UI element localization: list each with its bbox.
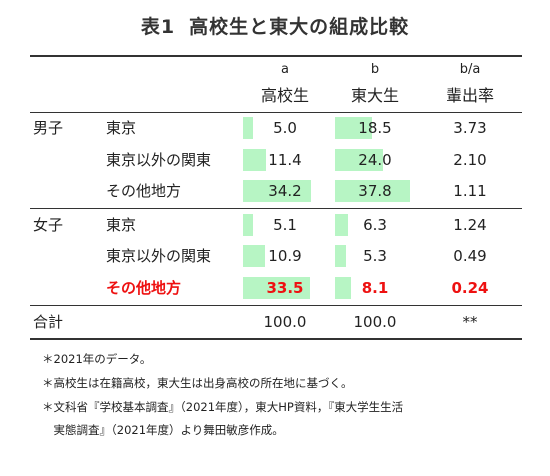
bar-a bbox=[243, 277, 310, 299]
total-value-b: 100.0 bbox=[353, 313, 397, 331]
bar-b bbox=[335, 214, 348, 236]
rule-header bbox=[30, 112, 522, 113]
bar-a bbox=[243, 180, 311, 202]
bar-b bbox=[335, 180, 410, 202]
bar-a bbox=[243, 245, 265, 267]
note-4: 実態調査』（2021年度）より舞田敏彦作成。 bbox=[42, 423, 284, 437]
rule-group bbox=[30, 208, 522, 209]
note-2: ＊高校生は在籍高校，東大生は出身高校の所在地に基づく。 bbox=[42, 376, 353, 390]
header-label-ratio: 輩出率 bbox=[445, 86, 494, 105]
value-ratio: 3.73 bbox=[453, 119, 487, 137]
value-b: 18.5 bbox=[358, 119, 392, 137]
value-ratio: 0.49 bbox=[453, 247, 487, 265]
bar-b bbox=[335, 117, 372, 139]
table-title: 表1 高校生と東大の組成比較 bbox=[0, 12, 550, 39]
bar-b bbox=[335, 277, 352, 299]
bar-a bbox=[243, 214, 254, 236]
value-a: 5.0 bbox=[273, 119, 297, 137]
value-b: 37.8 bbox=[358, 182, 392, 200]
group-label: 女子 bbox=[33, 216, 64, 234]
note-3: ＊文科省『学校基本調査』（2021年度），東大HP資料，『東大学生生活 bbox=[42, 400, 404, 414]
row-region-label: その他地方 bbox=[106, 182, 182, 200]
rule-bottom bbox=[30, 338, 522, 340]
row-region-label: 東京 bbox=[106, 216, 137, 234]
value-ratio: 0.24 bbox=[451, 279, 489, 297]
note-1: ＊2021年のデータ。 bbox=[42, 352, 152, 366]
row-region-label: 東京以外の関東 bbox=[106, 247, 212, 265]
value-ratio: 2.10 bbox=[453, 151, 487, 169]
value-b: 5.3 bbox=[363, 247, 387, 265]
header-letter-a: a bbox=[281, 62, 289, 77]
header-letter-ratio: b/a bbox=[459, 62, 481, 77]
header-letter-b: b bbox=[370, 62, 380, 77]
bar-a bbox=[243, 149, 266, 171]
value-a: 33.5 bbox=[266, 279, 304, 297]
value-a: 5.1 bbox=[273, 216, 297, 234]
row-region-label: 東京以外の関東 bbox=[106, 151, 212, 169]
table-title-text: 高校生と東大の組成比較 bbox=[189, 16, 410, 38]
group-label: 男子 bbox=[33, 119, 64, 137]
row-region-label: その他地方 bbox=[106, 279, 182, 297]
rule-total bbox=[30, 305, 522, 306]
bar-b bbox=[335, 245, 346, 267]
value-ratio: 1.11 bbox=[453, 182, 487, 200]
value-b: 24.0 bbox=[358, 151, 392, 169]
value-b: 6.3 bbox=[363, 216, 387, 234]
value-a: 11.4 bbox=[268, 151, 302, 169]
rule-top bbox=[30, 55, 522, 57]
row-region-label: 東京 bbox=[106, 119, 137, 137]
total-label: 合計 bbox=[33, 313, 64, 331]
total-ratio: ** bbox=[462, 313, 478, 331]
header-label-a: 高校生 bbox=[260, 86, 309, 105]
header-label-b: 東大生 bbox=[350, 86, 399, 105]
value-b: 8.1 bbox=[361, 279, 389, 297]
total-value-a: 100.0 bbox=[263, 313, 307, 331]
value-a: 10.9 bbox=[268, 247, 302, 265]
value-ratio: 1.24 bbox=[453, 216, 487, 234]
value-a: 34.2 bbox=[268, 182, 302, 200]
bar-a bbox=[243, 117, 253, 139]
table-number: 表1 bbox=[140, 16, 176, 38]
bar-b bbox=[335, 149, 383, 171]
